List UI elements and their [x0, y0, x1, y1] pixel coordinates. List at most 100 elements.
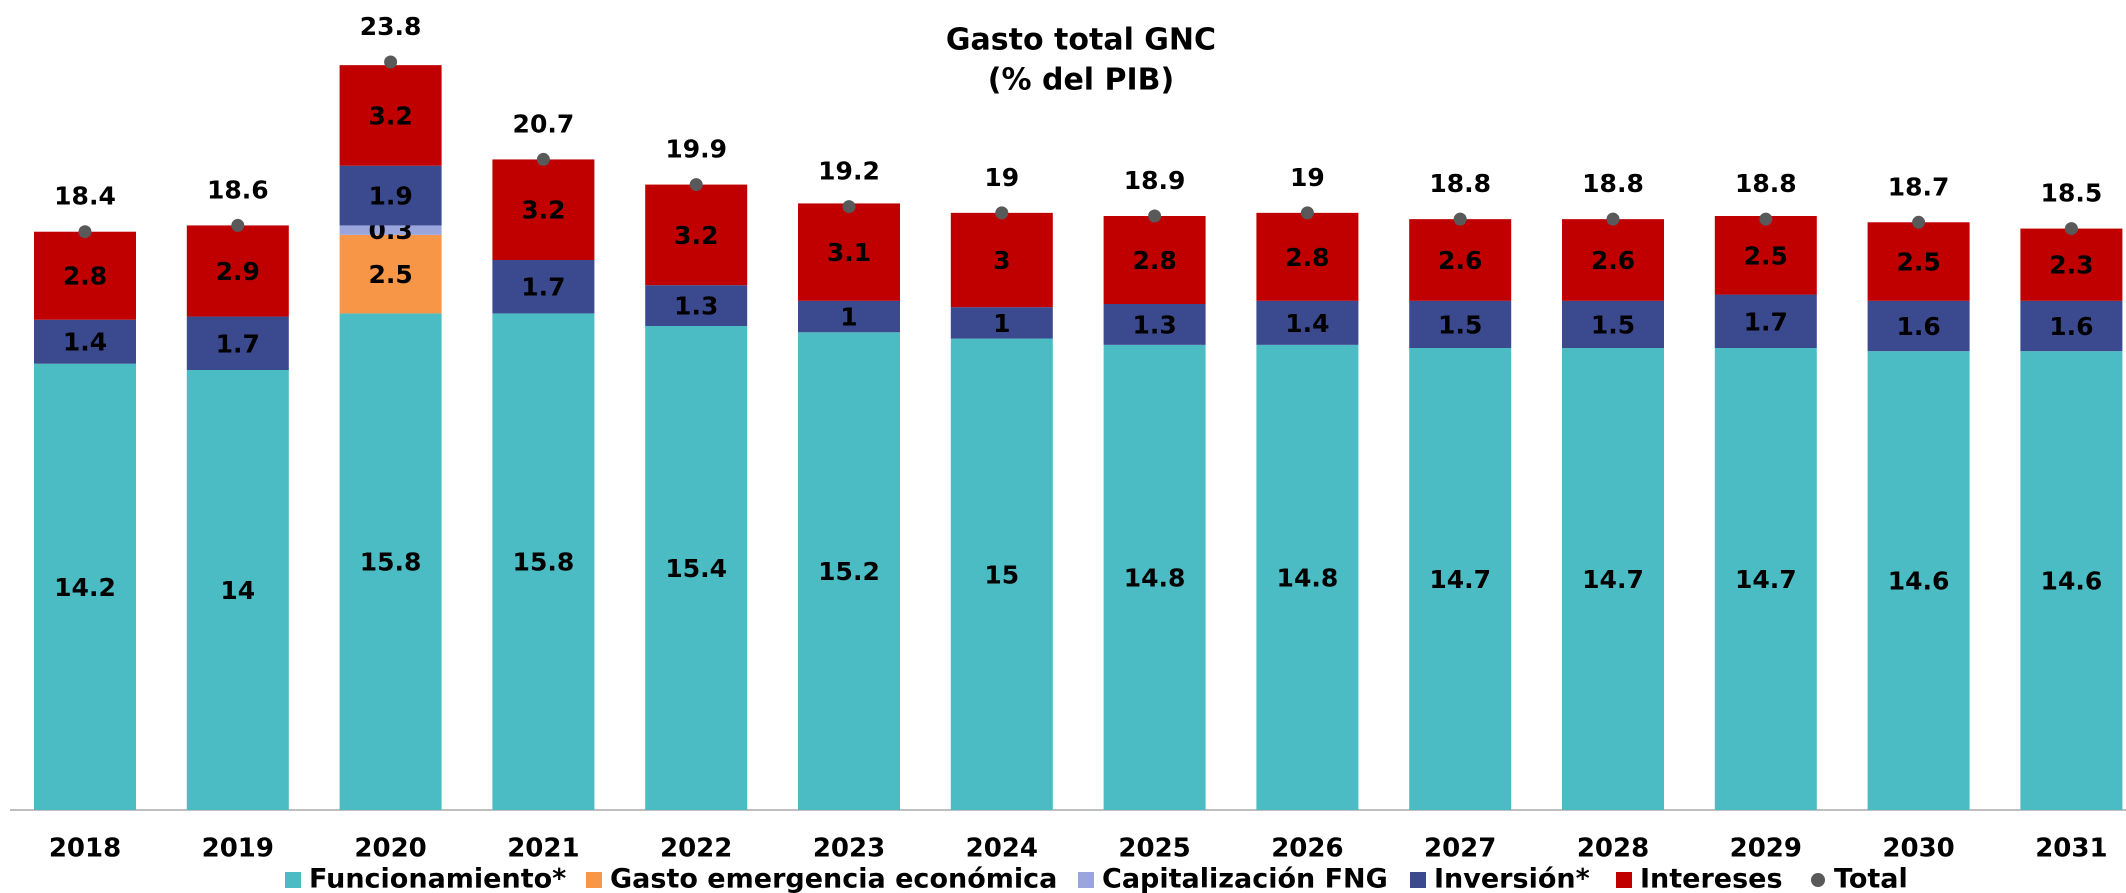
data-label: 3.2 — [674, 221, 718, 250]
total-label: 20.7 — [513, 109, 575, 138]
total-marker — [1759, 212, 1773, 226]
data-label: 15.2 — [818, 557, 880, 586]
total-label: 18.8 — [1582, 169, 1644, 198]
bar-segment — [798, 203, 900, 301]
bar-segment — [34, 363, 136, 810]
bar-segment — [1409, 300, 1512, 348]
data-label: 3.2 — [368, 101, 412, 130]
total-marker — [995, 206, 1009, 220]
legend-swatch — [1410, 872, 1426, 888]
data-label: 15.4 — [665, 554, 727, 583]
chart-title: Gasto total GNC — [946, 23, 1216, 58]
legend-swatch — [1078, 872, 1094, 888]
data-label: 14.7 — [1582, 565, 1644, 594]
data-label: 1.7 — [521, 273, 565, 302]
data-label: 14.7 — [1429, 565, 1491, 594]
total-label: 19 — [1290, 163, 1325, 192]
total-marker — [1300, 206, 1314, 220]
bar-segment — [1409, 348, 1512, 810]
data-label: 1.5 — [1591, 310, 1635, 339]
data-label: 2.5 — [1744, 241, 1788, 270]
data-label: 1.7 — [216, 329, 260, 358]
total-marker — [78, 225, 92, 239]
x-tick-label: 2024 — [966, 834, 1038, 864]
legend-swatch — [285, 872, 301, 888]
data-label: 2.9 — [216, 257, 260, 286]
bar-segment — [492, 313, 595, 810]
bar-segment — [1256, 344, 1359, 810]
legend-label: Total — [1834, 864, 1908, 893]
data-label: 2.5 — [368, 260, 412, 289]
bar-segment — [339, 313, 442, 810]
bar-segment — [186, 225, 289, 317]
bar-segment — [339, 65, 442, 166]
bar-segment — [1714, 348, 1817, 810]
x-tick-label: 2026 — [1271, 834, 1343, 864]
total-marker — [2064, 222, 2078, 236]
data-label: 1.3 — [674, 292, 718, 321]
bar-segment — [186, 316, 289, 370]
data-label: 2.8 — [1132, 246, 1176, 275]
legend-label: Inversión* — [1434, 864, 1590, 893]
bar-segment — [492, 260, 595, 314]
total-marker — [384, 55, 398, 69]
data-label: 15.8 — [513, 548, 575, 577]
bar-segment — [339, 225, 442, 235]
bar-segment — [1714, 216, 1817, 295]
bar-segment — [339, 234, 442, 314]
x-tick-label: 2027 — [1424, 834, 1496, 864]
bar-segment — [950, 338, 1053, 810]
data-label: 15.8 — [360, 548, 422, 577]
x-tick-label: 2030 — [1882, 834, 1954, 864]
bar-segment — [1562, 219, 1664, 301]
data-label: 2.6 — [1591, 246, 1635, 275]
data-label: 1.9 — [368, 182, 412, 211]
data-label: 1.3 — [1132, 310, 1176, 339]
bar-segment — [1562, 348, 1664, 810]
data-label: 2.8 — [63, 262, 107, 291]
bar-segment — [2020, 228, 2123, 301]
data-label: 14.6 — [1888, 567, 1950, 596]
data-label: 14.8 — [1277, 563, 1339, 592]
data-label: 2.8 — [1285, 243, 1329, 272]
total-marker — [689, 178, 703, 192]
data-label: 3.1 — [827, 238, 871, 267]
total-label: 18.8 — [1735, 169, 1797, 198]
x-tick-label: 2019 — [202, 834, 274, 864]
x-tick-label: 2020 — [354, 834, 426, 864]
bar-segment — [1867, 300, 1970, 352]
bar-segment — [1867, 222, 1970, 301]
x-tick-label: 2025 — [1118, 834, 1190, 864]
total-label: 18.5 — [2041, 179, 2103, 208]
total-marker — [536, 152, 550, 166]
total-label: 18.8 — [1429, 169, 1491, 198]
bar-segment — [645, 184, 748, 286]
bar-segment — [2020, 300, 2123, 352]
bar-segment — [1256, 300, 1359, 345]
total-marker — [1606, 212, 1620, 226]
x-tick-label: 2022 — [660, 834, 732, 864]
total-marker — [842, 200, 856, 214]
bar-segment — [798, 332, 900, 810]
bar-segment — [339, 165, 442, 226]
total-label: 18.9 — [1124, 166, 1186, 195]
bar-segment — [950, 307, 1053, 339]
total-label: 19 — [984, 163, 1019, 192]
bar-segment — [34, 231, 136, 320]
data-label: 15 — [984, 560, 1019, 589]
total-marker — [1912, 215, 1926, 229]
chart-subtitle: (% del PIB) — [988, 63, 1175, 98]
bar-segment — [798, 300, 900, 333]
bar-segment — [492, 159, 595, 260]
data-label: 14 — [220, 576, 255, 605]
legend-marker — [1811, 873, 1825, 887]
x-tick-label: 2023 — [813, 834, 885, 864]
total-label: 23.8 — [360, 12, 422, 41]
data-label: 1.4 — [1285, 309, 1329, 338]
data-label: 1.6 — [1896, 312, 1940, 341]
bar-segment — [645, 285, 748, 326]
bar-segment — [34, 319, 136, 364]
legend-label: Gasto emergencia económica — [610, 864, 1057, 893]
data-label: 2.6 — [1438, 246, 1482, 275]
